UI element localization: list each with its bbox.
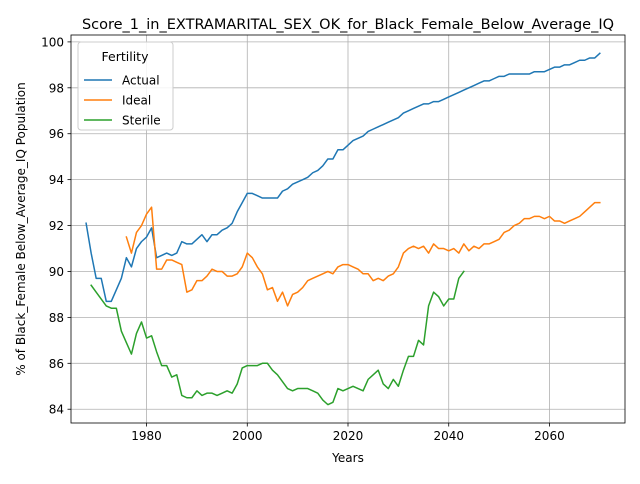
series-lines	[85, 52, 601, 406]
y-tick-label: 96	[49, 127, 64, 141]
series-line-actual	[85, 52, 601, 303]
y-tick-label: 90	[49, 265, 64, 279]
x-tick-label: 2040	[433, 429, 464, 443]
x-tick-label: 1980	[131, 429, 162, 443]
y-tick-label: 98	[49, 81, 64, 95]
y-axis-label: % of Black_Female Below_Average_IQ Popul…	[14, 82, 28, 376]
legend-box	[77, 41, 174, 131]
legend-label: Sterile	[122, 114, 161, 128]
x-tick-label: 2060	[534, 429, 565, 443]
x-axis-label: Years	[331, 451, 364, 465]
y-tick-label: 94	[49, 173, 64, 187]
axis-ticks: 1980 2000 2020 2040 2060 84 86 88 90 92 94 96 98 100	[41, 35, 565, 443]
y-tick-label: 92	[49, 219, 64, 233]
x-tick-label: 2000	[232, 429, 263, 443]
x-tick-label: 2020	[333, 429, 364, 443]
legend-label: Ideal	[122, 94, 151, 108]
series-line-sterile	[90, 270, 465, 406]
legend-title: Fertility	[102, 49, 150, 64]
y-tick-label: 100	[41, 35, 64, 49]
y-tick-label: 88	[49, 311, 64, 325]
y-tick-label: 86	[49, 357, 64, 371]
series-line-ideal	[125, 201, 601, 307]
y-tick-label: 84	[49, 403, 64, 417]
legend-label: Actual	[122, 74, 160, 88]
legend: Fertility Actual Ideal Sterile	[77, 41, 174, 131]
chart-title: Score_1_in_EXTRAMARITAL_SEX_OK_for_Black…	[82, 17, 614, 33]
